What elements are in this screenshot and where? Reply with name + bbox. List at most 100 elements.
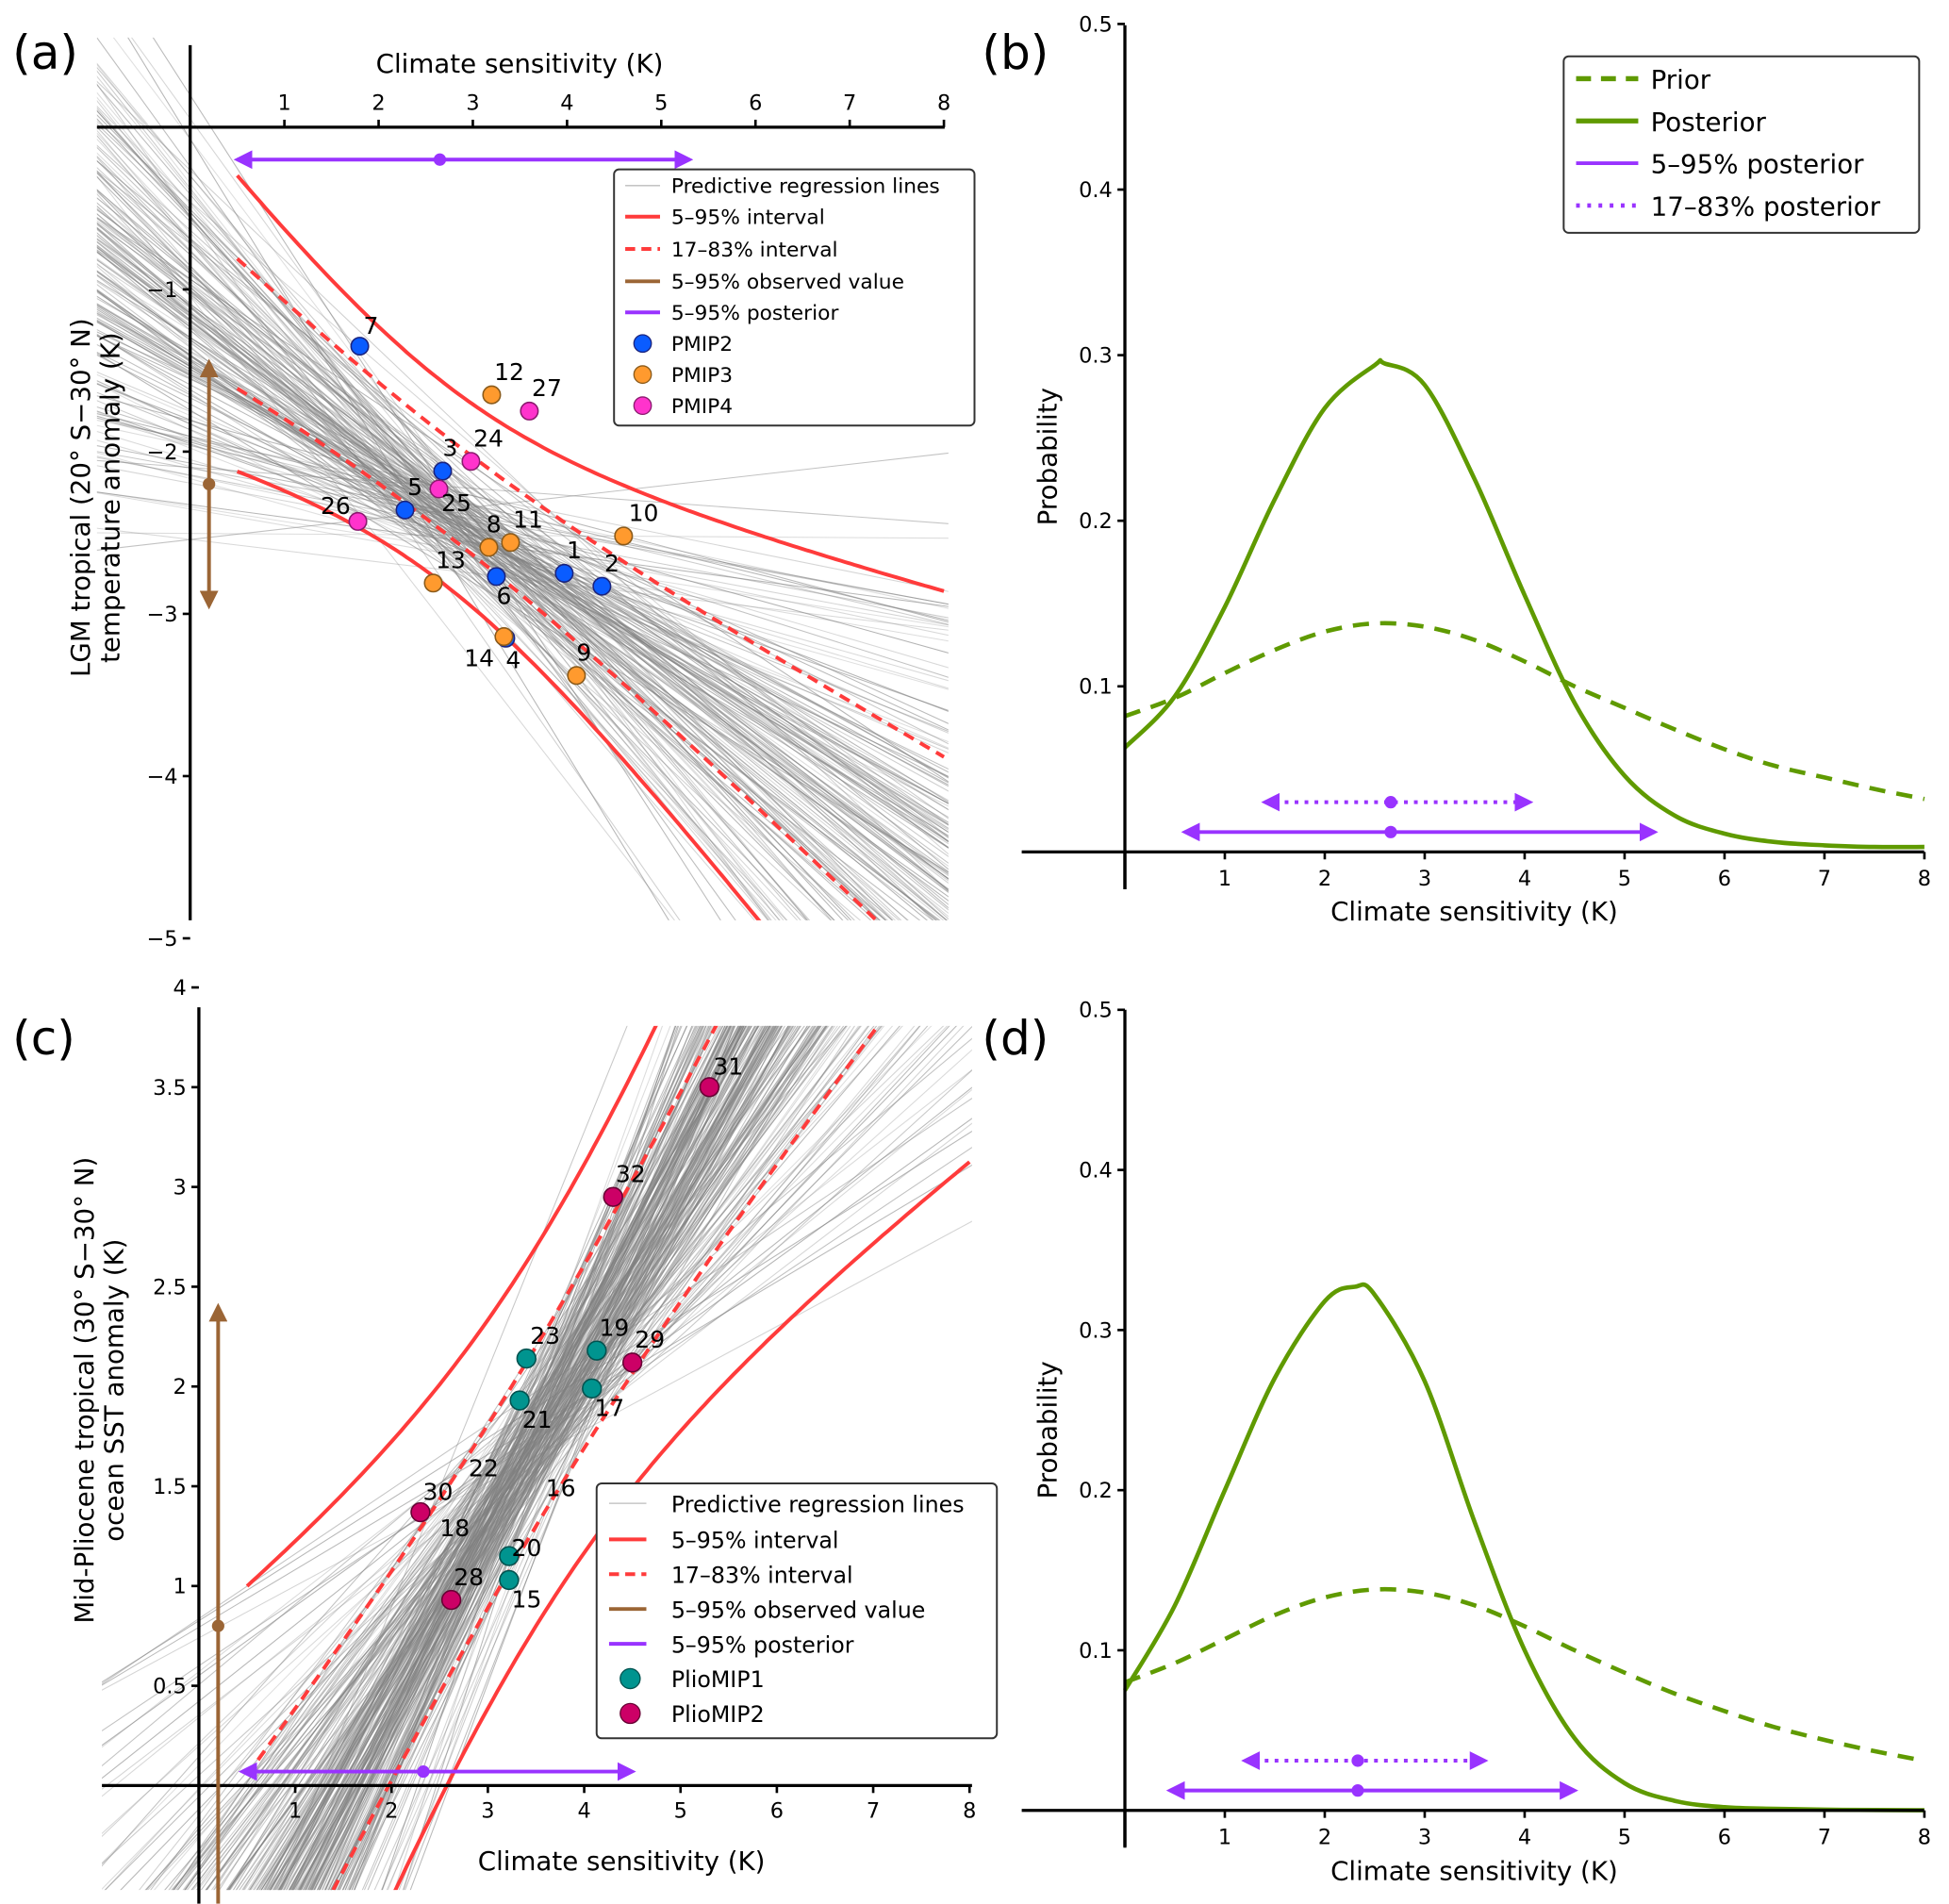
point-pliomip2 bbox=[603, 1186, 623, 1207]
y-tick-label: 1 bbox=[173, 1575, 186, 1599]
point-pmip4 bbox=[429, 479, 449, 499]
regression-line bbox=[363, 1025, 741, 1891]
regression-line bbox=[299, 1025, 747, 1891]
y-tick-label: 3.5 bbox=[153, 1076, 187, 1101]
regression-line bbox=[243, 1025, 822, 1891]
x-tick-label: 5 bbox=[674, 1799, 687, 1824]
y-tick-label: 1.5 bbox=[153, 1475, 187, 1499]
regression-line bbox=[262, 1025, 750, 1891]
regression-line bbox=[404, 1025, 745, 1891]
regression-line bbox=[96, 241, 909, 920]
model-points: 7 12 27 3 24 25 5 26 8 11 10 1 2 13 6 4 14 9 bbox=[321, 312, 658, 686]
regression-line bbox=[96, 430, 949, 689]
y-tick-label: 3 bbox=[173, 1176, 186, 1200]
regression-line bbox=[297, 1025, 801, 1891]
regression-line bbox=[96, 109, 811, 920]
regression-line bbox=[387, 1025, 728, 1891]
x-ticks: 1 2 3 4 5 6 7 8 bbox=[277, 91, 950, 127]
y-axis-label-line2: temperature anomaly (K) bbox=[95, 332, 126, 663]
regression-line bbox=[289, 1025, 735, 1891]
y-tick-label: 2.5 bbox=[153, 1275, 187, 1300]
point-pmip4 bbox=[520, 401, 539, 421]
y-tick-label: 4 bbox=[173, 976, 186, 1001]
prior-curve bbox=[1124, 621, 1925, 802]
regression-line bbox=[290, 1025, 733, 1891]
x-tick-label: 7 bbox=[843, 91, 856, 115]
regression-line bbox=[96, 406, 949, 678]
y-tick-label: 0.4 bbox=[1079, 1158, 1113, 1183]
regression-line bbox=[269, 1025, 809, 1891]
point-pliomip2 bbox=[699, 1077, 720, 1098]
regression-line bbox=[96, 310, 949, 819]
posterior-range bbox=[238, 1762, 636, 1781]
x-tick-label: 1 bbox=[1218, 867, 1231, 891]
prior-curve bbox=[1124, 1586, 1925, 1763]
x-ticks: 1 2 3 4 5 6 7 8 bbox=[289, 1785, 976, 1824]
y-ticks: −1 −2 −3 −4 −5 bbox=[146, 278, 190, 952]
regression-line bbox=[96, 249, 949, 857]
regression-line bbox=[318, 1025, 728, 1891]
regression-line bbox=[96, 170, 777, 920]
point-pmip3 bbox=[567, 666, 586, 686]
regression-line bbox=[324, 1025, 745, 1891]
point-label: 4 bbox=[505, 646, 520, 673]
regression-line bbox=[96, 170, 799, 920]
point-label: 5 bbox=[407, 473, 422, 501]
x-tick-label: 7 bbox=[1818, 1825, 1831, 1849]
legend-posterior: Posterior bbox=[1651, 107, 1767, 138]
posterior-83-mid-dot bbox=[1384, 796, 1397, 809]
x-tick-label: 8 bbox=[1918, 867, 1931, 891]
legend-pliomip2: PlioMIP2 bbox=[671, 1701, 765, 1728]
distribution-curves bbox=[1123, 1282, 1925, 1813]
regression-line bbox=[104, 1025, 903, 1891]
regression-line bbox=[96, 220, 949, 839]
regression-line bbox=[380, 1025, 765, 1891]
point-pmip3 bbox=[479, 538, 499, 557]
y-tick-label: 2 bbox=[173, 1375, 186, 1399]
y-ticks: 0.5 1 1.5 2 2.5 3 3.5 4 bbox=[153, 976, 199, 1699]
regression-line bbox=[349, 1025, 696, 1891]
regression-line bbox=[96, 84, 809, 920]
regression-line bbox=[327, 1025, 774, 1891]
regression-line bbox=[96, 465, 949, 626]
regression-line bbox=[96, 532, 949, 539]
point-label: 2 bbox=[604, 550, 619, 577]
posterior-mid-dot bbox=[433, 153, 447, 166]
regression-line bbox=[96, 279, 949, 803]
regression-line bbox=[96, 227, 928, 920]
legend-interval-95: 5–95% interval bbox=[671, 1528, 839, 1554]
regression-line bbox=[339, 1025, 740, 1891]
y-tick-label: 0.3 bbox=[1079, 344, 1113, 369]
regression-line bbox=[96, 274, 934, 920]
panel-label-d: (d) bbox=[982, 1011, 1049, 1066]
regression-line bbox=[96, 66, 833, 920]
legend-interval-83: 17–83% interval bbox=[671, 239, 838, 262]
regression-line bbox=[96, 417, 949, 625]
observed-range bbox=[208, 1302, 228, 1904]
regression-line bbox=[102, 1122, 972, 1790]
y-axis-label-line1: Mid-Pliocene tropical (30° S−30° N) bbox=[69, 1157, 100, 1624]
x-tick-label: 3 bbox=[481, 1799, 494, 1824]
regression-line bbox=[288, 1025, 785, 1891]
regression-line bbox=[228, 1025, 851, 1891]
regression-line bbox=[96, 270, 949, 880]
x-tick-label: 2 bbox=[372, 91, 385, 115]
legend-pmip4: PMIP4 bbox=[671, 395, 733, 419]
regression-line bbox=[346, 1025, 762, 1891]
regression-line bbox=[324, 1025, 758, 1891]
regression-line bbox=[278, 1025, 795, 1891]
regression-line bbox=[96, 439, 949, 682]
regression-line bbox=[278, 1025, 748, 1891]
x-tick-label: 3 bbox=[1418, 867, 1431, 891]
regression-line bbox=[102, 1088, 972, 1797]
point-pmip2 bbox=[350, 337, 370, 356]
regression-line bbox=[278, 1025, 742, 1891]
regression-line bbox=[104, 1025, 972, 1891]
regression-line bbox=[190, 1025, 863, 1891]
y-tick-label: 0.3 bbox=[1079, 1318, 1113, 1343]
observed-mid-dot bbox=[211, 1619, 224, 1632]
regression-line bbox=[309, 1025, 775, 1891]
point-label: 6 bbox=[496, 582, 511, 609]
regression-line bbox=[131, 37, 769, 920]
y-tick-label: −5 bbox=[146, 927, 177, 952]
